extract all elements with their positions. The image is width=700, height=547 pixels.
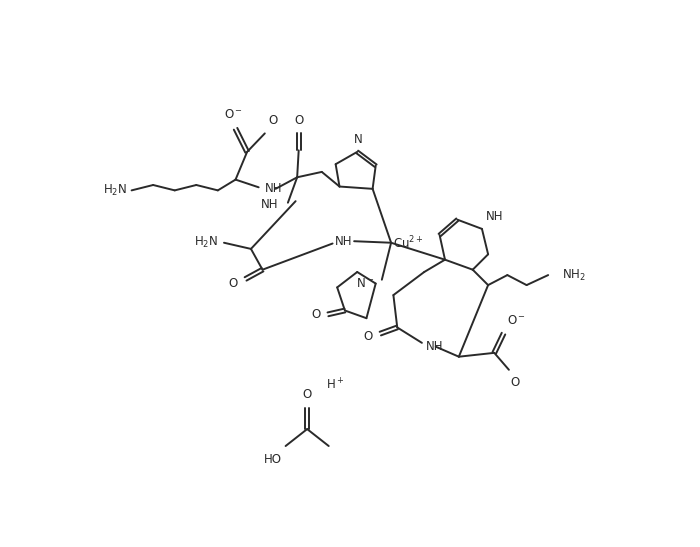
Text: HO: HO bbox=[264, 453, 281, 466]
Text: NH: NH bbox=[335, 235, 352, 248]
Text: H$_2$N: H$_2$N bbox=[103, 183, 127, 198]
Text: O$^-$: O$^-$ bbox=[508, 315, 526, 328]
Text: Cu$^{2+}$: Cu$^{2+}$ bbox=[393, 235, 424, 251]
Text: NH: NH bbox=[261, 197, 279, 211]
Text: O: O bbox=[294, 114, 303, 127]
Text: O: O bbox=[510, 376, 519, 389]
Text: NH: NH bbox=[426, 340, 443, 353]
Text: O: O bbox=[229, 277, 238, 290]
Text: NH$_2$: NH$_2$ bbox=[562, 267, 586, 283]
Text: NH: NH bbox=[486, 210, 503, 223]
Text: O: O bbox=[269, 114, 278, 127]
Text: N$^-$: N$^-$ bbox=[356, 277, 375, 290]
Text: N: N bbox=[354, 133, 363, 146]
Text: NH: NH bbox=[265, 182, 282, 195]
Text: H$^+$: H$^+$ bbox=[326, 377, 345, 393]
Text: O: O bbox=[302, 388, 312, 401]
Text: O$^-$: O$^-$ bbox=[225, 108, 244, 121]
Text: O: O bbox=[311, 308, 321, 321]
Text: H$_2$N: H$_2$N bbox=[195, 235, 218, 251]
Text: O: O bbox=[363, 330, 372, 343]
